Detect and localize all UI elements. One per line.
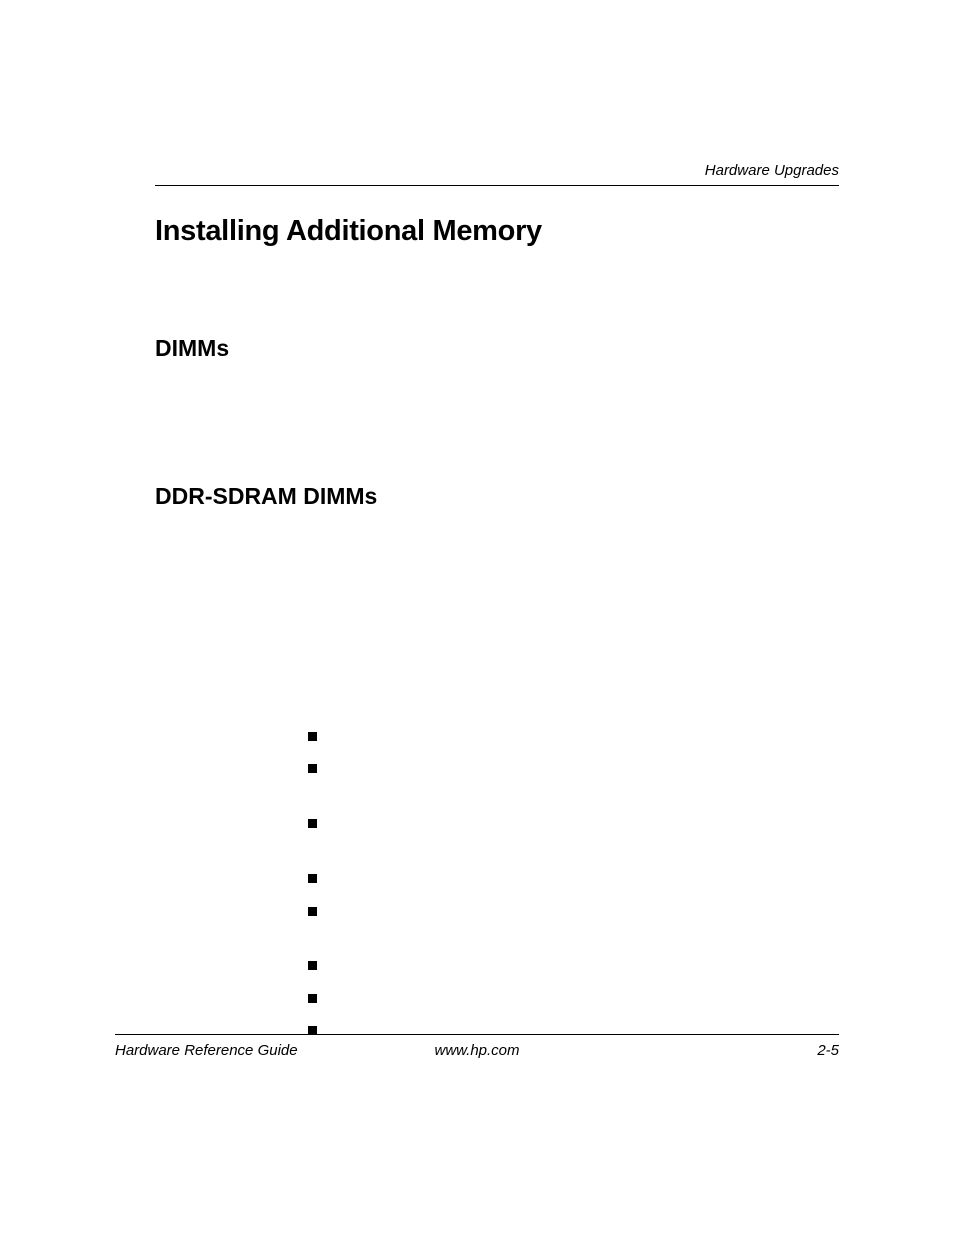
footer-right: 2-5 bbox=[817, 1042, 839, 1059]
header-section-label: Hardware Upgrades bbox=[705, 162, 839, 179]
footer-rule bbox=[115, 1034, 839, 1035]
bullet-marker bbox=[308, 961, 317, 970]
document-page: Hardware Upgrades Installing Additional … bbox=[0, 0, 954, 1235]
footer-left: Hardware Reference Guide bbox=[115, 1042, 298, 1059]
heading-1: Installing Additional Memory bbox=[155, 215, 542, 248]
header-rule bbox=[155, 185, 839, 186]
bullet-marker bbox=[308, 819, 317, 828]
bullet-marker bbox=[308, 764, 317, 773]
bullet-marker bbox=[308, 907, 317, 916]
bullet-marker bbox=[308, 994, 317, 1003]
heading-2-ddr-sdram: DDR-SDRAM DIMMs bbox=[155, 483, 377, 510]
bullet-marker bbox=[308, 874, 317, 883]
bullet-marker bbox=[308, 732, 317, 741]
footer: Hardware Reference Guide www.hp.com 2-5 bbox=[115, 1042, 839, 1059]
footer-center: www.hp.com bbox=[434, 1042, 519, 1059]
heading-2-dimms: DIMMs bbox=[155, 335, 229, 362]
